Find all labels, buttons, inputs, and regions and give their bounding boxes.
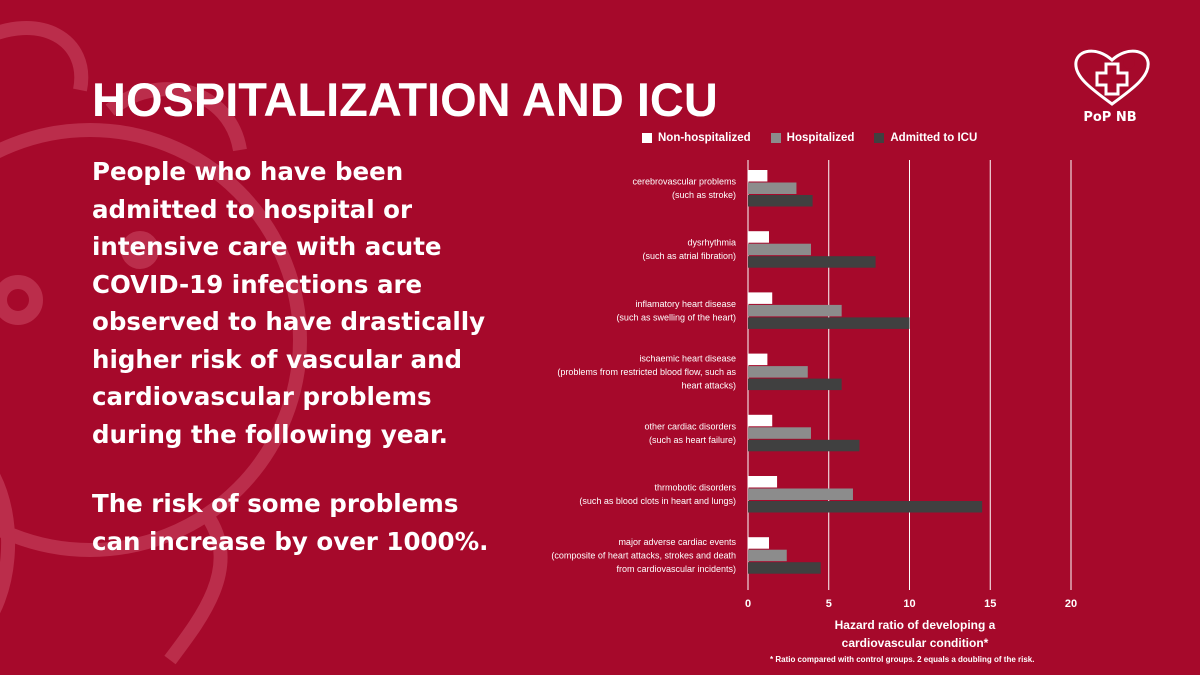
legend-label: Non-hospitalized — [658, 132, 751, 144]
legend-swatch — [642, 133, 652, 143]
x-tick-label: 5 — [826, 598, 832, 610]
virus-background-graphic — [0, 21, 307, 665]
category-label: (such as stroke) — [672, 190, 736, 200]
x-axis-label-line2: cardiovascular condition* — [841, 636, 989, 650]
legend-label: Hospitalized — [786, 132, 855, 144]
intro-paragraph: People who have been admitted to hospita… — [92, 157, 486, 449]
bar-non-hospitalized — [748, 414, 773, 427]
category-label: (such as blood clots in heart and lungs) — [579, 496, 736, 506]
x-tick-label: 0 — [745, 598, 751, 610]
x-tick-label: 20 — [1065, 598, 1077, 610]
x-tick-label: 15 — [984, 598, 996, 610]
legend-item-non-hospitalized: Non-hospitalized — [642, 132, 751, 144]
category-label: (such as atrial fibration) — [642, 251, 736, 261]
category-label: (such as heart failure) — [649, 435, 736, 445]
category-label: other cardiac disorders — [644, 421, 736, 431]
category-label: major adverse cardiac events — [618, 537, 736, 547]
category-label: ischaemic heart disease — [639, 353, 736, 363]
bar-hospitalized — [748, 427, 811, 439]
legend-item-icu: Admitted to ICU — [874, 132, 977, 144]
bar-non-hospitalized — [748, 476, 778, 488]
bar-non-hospitalized — [748, 292, 773, 304]
heart-cross-icon — [1074, 49, 1150, 106]
category-label: thrmobotic disorders — [654, 483, 736, 493]
chart-footnote: * Ratio compared with control groups. 2 … — [770, 655, 1035, 664]
legend-swatch — [874, 133, 885, 143]
category-label: (such as swelling of the heart) — [616, 312, 736, 322]
bar-admitted-to-icu — [748, 317, 910, 329]
bar-hospitalized — [748, 488, 853, 500]
category-label: heart attacks) — [681, 380, 736, 390]
bar-admitted-to-icu — [748, 501, 983, 513]
bar-non-hospitalized — [748, 170, 768, 182]
bar-admitted-to-icu — [748, 195, 813, 207]
x-tick-label: 10 — [903, 598, 915, 610]
bar-non-hospitalized — [748, 537, 769, 549]
x-axis-label: Hazard ratio of developing a cardiovascu… — [800, 616, 1030, 652]
legend-item-hospitalized: Hospitalized — [770, 132, 855, 144]
legend-label: Admitted to ICU — [890, 132, 978, 144]
category-label: (problems from restricted blood flow, su… — [557, 367, 736, 377]
bar-hospitalized — [748, 304, 842, 317]
bar-admitted-to-icu — [748, 378, 842, 391]
bar-non-hospitalized — [748, 353, 768, 366]
category-label: (composite of heart attacks, strokes and… — [551, 550, 736, 560]
bar-hospitalized — [748, 549, 787, 562]
bar-admitted-to-icu — [748, 439, 860, 452]
category-label: cerebrovascular problems — [632, 177, 736, 187]
bar-admitted-to-icu — [748, 256, 876, 268]
x-axis-label-line1: Hazard ratio of developing a — [834, 618, 996, 632]
bar-non-hospitalized — [748, 231, 769, 243]
page-title: HOSPITALIZATION AND ICU — [92, 73, 718, 126]
bar-hospitalized — [748, 182, 797, 194]
bar-admitted-to-icu — [748, 562, 821, 574]
hazard-ratio-bar-chart: 0 5 10 15 20 cerebrovascular problems (such as… — [551, 160, 1077, 610]
bar-hospitalized — [748, 243, 811, 256]
legend-swatch — [770, 133, 781, 143]
category-label: dysrhythmia — [687, 238, 736, 248]
category-label: from cardiovascular incidents) — [616, 564, 736, 574]
bar-hospitalized — [748, 366, 808, 378]
risk-paragraph: The risk of some problems can increase b… — [92, 489, 489, 556]
chart-legend: Non-hospitalized Hospitalized Admitted t… — [642, 132, 977, 144]
logo-text: PoP NB — [1083, 110, 1137, 125]
category-label: inflamatory heart disease — [635, 299, 736, 309]
